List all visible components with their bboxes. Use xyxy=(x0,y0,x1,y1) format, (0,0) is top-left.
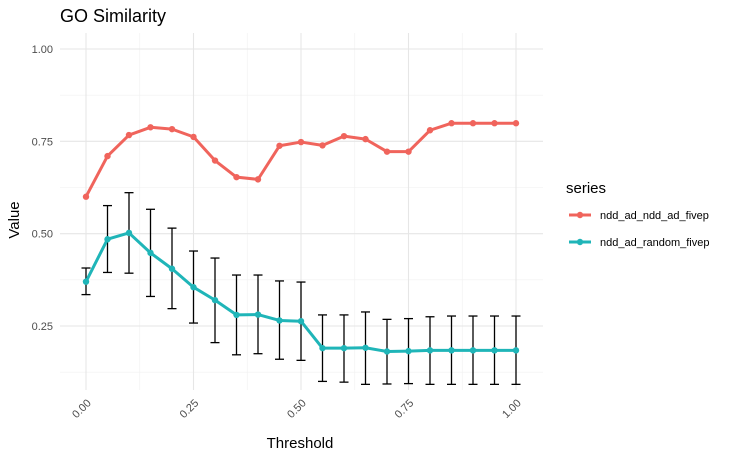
data-point xyxy=(491,347,498,354)
y-tick-label: 0.75 xyxy=(32,136,53,148)
data-point xyxy=(211,157,219,164)
x-tick-label: 0.00 xyxy=(70,397,94,421)
data-point xyxy=(362,135,369,143)
data-point xyxy=(82,278,90,285)
data-point xyxy=(319,142,326,149)
y-tick-label: 0.25 xyxy=(32,321,53,333)
data-point xyxy=(104,236,111,243)
data-point xyxy=(319,344,326,352)
legend-key-point xyxy=(576,211,584,219)
data-point xyxy=(168,125,176,133)
data-point xyxy=(276,317,283,324)
x-axis-title: Threshold xyxy=(267,435,334,452)
data-point xyxy=(469,347,477,354)
data-point xyxy=(297,138,305,146)
data-point xyxy=(211,296,219,304)
data-point xyxy=(340,132,348,140)
chart-title: GO Similarity xyxy=(60,6,166,26)
data-point xyxy=(168,265,176,272)
y-tick-labels: 0.25 0.50 0.75 1.00 xyxy=(32,44,53,333)
data-point xyxy=(82,193,90,200)
data-point xyxy=(448,347,455,354)
legend-item: ndd_ad_random_fivep xyxy=(569,237,709,249)
data-point xyxy=(469,120,477,127)
data-point xyxy=(491,120,498,127)
data-point xyxy=(297,317,305,325)
x-tick-label: 0.25 xyxy=(178,397,202,421)
y-axis-title: Value xyxy=(6,201,23,238)
grid xyxy=(60,33,543,390)
data-point xyxy=(147,124,154,131)
data-point xyxy=(233,173,240,181)
legend-label: ndd_ad_ndd_ad_fivep xyxy=(600,210,709,222)
data-point xyxy=(276,142,283,149)
data-point xyxy=(426,347,434,354)
data-point xyxy=(512,120,520,127)
data-point xyxy=(405,148,412,155)
legend-item: ndd_ad_ndd_ad_fivep xyxy=(569,210,709,222)
data-point xyxy=(254,176,262,183)
data-point xyxy=(405,347,412,355)
legend-title: series xyxy=(566,180,606,197)
data-point xyxy=(512,347,520,354)
data-point xyxy=(125,131,133,139)
data-point xyxy=(426,127,434,134)
data-point xyxy=(125,229,133,237)
legend-label: ndd_ad_random_fivep xyxy=(600,237,709,249)
y-tick-label: 0.50 xyxy=(32,229,53,241)
data-point xyxy=(254,311,262,318)
data-point xyxy=(147,249,154,257)
data-point xyxy=(448,120,455,127)
series-points xyxy=(82,120,520,355)
data-point xyxy=(104,152,111,160)
data-point xyxy=(362,344,369,351)
data-point xyxy=(190,284,197,291)
x-tick-label: 0.50 xyxy=(285,397,309,421)
data-point xyxy=(233,311,240,319)
data-point xyxy=(340,344,348,352)
data-point xyxy=(383,148,391,155)
y-tick-label: 1.00 xyxy=(32,44,53,56)
data-point xyxy=(383,348,391,355)
x-tick-label: 0.75 xyxy=(393,397,417,421)
legend-key-point xyxy=(576,238,584,246)
data-point xyxy=(190,133,197,141)
legend: ndd_ad_ndd_ad_fivep ndd_ad_random_fivep xyxy=(569,210,709,249)
x-tick-labels: 0.00 0.25 0.50 0.75 1.00 xyxy=(70,397,524,421)
x-tick-label: 1.00 xyxy=(500,397,524,421)
